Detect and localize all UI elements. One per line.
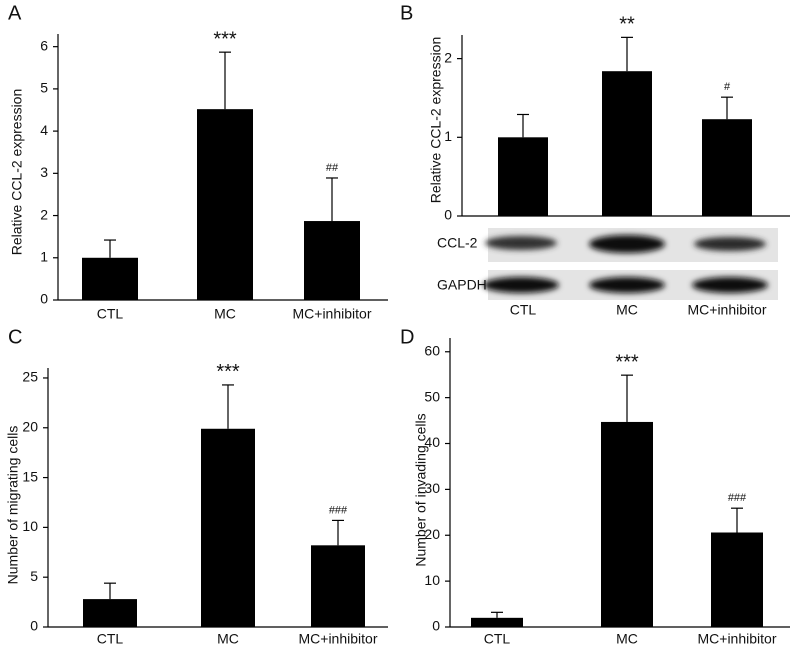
y-tick-label: 15 <box>22 468 38 484</box>
y-tick-label: 0 <box>444 207 452 223</box>
y-tick-label: 30 <box>424 480 440 496</box>
y-tick-label: 0 <box>40 291 48 307</box>
y-tick-label: 1 <box>444 128 452 144</box>
blot-label: GAPDH <box>437 277 487 293</box>
significance-annotation: ** <box>619 14 635 36</box>
x-tick-label: MC <box>214 306 236 322</box>
significance-annotation: *** <box>615 351 639 373</box>
western-blot <box>483 228 778 300</box>
x-tick-label: MC+inhibitor <box>688 302 767 318</box>
significance-annotation: ### <box>329 504 348 516</box>
bar <box>711 532 763 627</box>
y-axis-label: Number of invading cells <box>413 413 429 566</box>
y-tick-label: 0 <box>30 618 38 634</box>
bar <box>601 421 653 627</box>
bar <box>498 137 548 216</box>
y-tick-label: 2 <box>444 49 452 65</box>
y-tick-label: 5 <box>40 80 48 96</box>
x-tick-label: MC <box>616 302 638 318</box>
x-tick-label: MC+inhibitor <box>293 306 372 322</box>
panel-label: D <box>400 326 414 348</box>
significance-annotation: ### <box>728 492 747 504</box>
x-tick-label: MC+inhibitor <box>299 631 378 647</box>
panel-label: B <box>400 2 413 24</box>
x-tick-label: CTL <box>97 631 124 647</box>
y-tick-label: 1 <box>40 248 48 264</box>
y-tick-label: 0 <box>432 618 440 634</box>
y-tick-label: 10 <box>424 572 440 588</box>
y-axis-label: Number of migrating cells <box>5 426 21 585</box>
bar <box>602 71 652 216</box>
x-tick-label: MC <box>616 631 638 647</box>
panel-label: C <box>8 326 22 348</box>
y-tick-label: 5 <box>30 568 38 584</box>
y-tick-label: 2 <box>40 206 48 222</box>
y-tick-label: 20 <box>22 418 38 434</box>
y-tick-label: 25 <box>22 369 38 385</box>
y-axis-label: Relative CCL-2 expression <box>428 37 444 204</box>
significance-annotation: ## <box>326 162 339 174</box>
bar <box>311 545 365 627</box>
bar <box>83 599 137 627</box>
blot-label: CCL-2 <box>437 235 478 251</box>
bar <box>304 221 360 300</box>
y-tick-label: 4 <box>40 122 48 138</box>
x-tick-label: CTL <box>510 302 537 318</box>
y-tick-label: 20 <box>424 526 440 542</box>
bar <box>197 109 253 301</box>
bar <box>471 617 523 627</box>
bar <box>82 257 138 300</box>
significance-annotation: # <box>724 81 731 93</box>
significance-annotation: *** <box>216 361 240 383</box>
x-tick-label: CTL <box>484 631 511 647</box>
y-tick-label: 40 <box>424 434 440 450</box>
x-tick-label: MC+inhibitor <box>698 631 777 647</box>
x-tick-label: CTL <box>97 306 124 322</box>
y-tick-label: 3 <box>40 164 48 180</box>
panel-label: A <box>8 2 22 24</box>
bar <box>201 428 255 627</box>
y-tick-label: 10 <box>22 518 38 534</box>
x-tick-label: MC <box>217 631 239 647</box>
y-tick-label: 60 <box>424 342 440 358</box>
bar <box>702 119 752 216</box>
y-axis-label: Relative CCL-2 expression <box>9 89 25 256</box>
y-tick-label: 50 <box>424 388 440 404</box>
significance-annotation: *** <box>213 28 237 50</box>
y-tick-label: 6 <box>40 37 48 53</box>
